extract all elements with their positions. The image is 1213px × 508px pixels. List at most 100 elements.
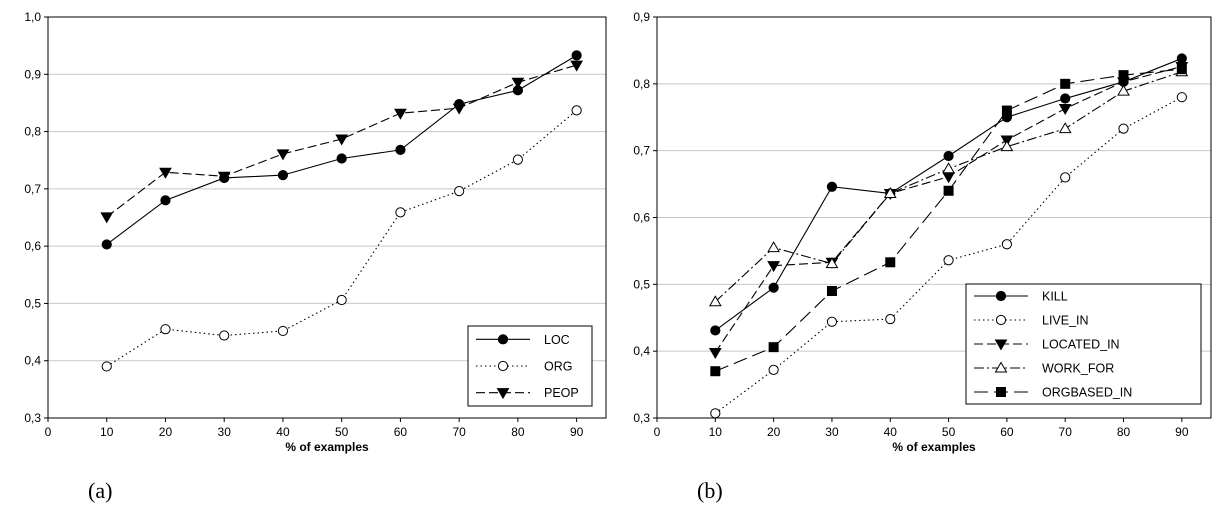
- x-axis-label: % of examples: [892, 440, 976, 454]
- x-tick-label: 30: [218, 425, 232, 439]
- legend-label: ORG: [544, 360, 572, 374]
- data-point-orgbased-in: [1118, 70, 1129, 81]
- y-tick-label: 0,8: [24, 125, 41, 139]
- legend: KILL LIVE_IN LOCATED_IN WORK_FOR ORGBASED_IN: [965, 283, 1202, 405]
- series-line-peop: [106, 64, 577, 218]
- y-tick-label: 1,0: [24, 10, 41, 24]
- data-point-peop: [511, 77, 525, 89]
- data-point-loc: [160, 195, 171, 206]
- data-point-org: [336, 294, 347, 306]
- y-tick-label: 0,3: [24, 411, 41, 425]
- data-point-live-in: [885, 313, 896, 325]
- y-tick-label: 0,3: [633, 411, 650, 425]
- data-point-orgbased-in: [710, 366, 721, 377]
- y-tick-label: 0,5: [24, 296, 41, 310]
- data-point-org: [160, 324, 171, 335]
- data-point-live-in: [1001, 239, 1012, 250]
- legend-label: PEOP: [544, 386, 579, 400]
- plot-frame: [656, 16, 1212, 419]
- x-tick-label: 50: [942, 425, 956, 439]
- data-point-live-in: [1176, 92, 1187, 103]
- legend-marker: [995, 290, 1007, 302]
- data-point-orgbased-in: [1060, 78, 1071, 89]
- data-point-org: [512, 154, 523, 165]
- data-point-loc: [101, 239, 112, 250]
- data-point-org: [277, 325, 289, 337]
- data-point-located-in: [942, 172, 955, 184]
- data-point-live-in: [826, 316, 838, 327]
- x-tick-label: 70: [1059, 425, 1073, 439]
- data-point-kill: [1176, 53, 1187, 64]
- x-tick-label: 80: [511, 425, 525, 439]
- data-point-kill: [768, 282, 779, 293]
- data-point-kill: [710, 325, 721, 336]
- y-tick-label: 0,5: [633, 277, 650, 291]
- data-point-peop: [276, 149, 290, 161]
- y-tick-label: 0,7: [24, 182, 41, 196]
- x-tick-label: 20: [767, 425, 781, 439]
- chart-panel-2: 0,3 0,4 0,5 0,6 0,7 0,8 0,9 0 10 20 30 40 50 60 70 80 90…: [633, 10, 1212, 454]
- data-point-orgbased-in: [1001, 105, 1012, 116]
- data-point-live-in: [710, 408, 721, 419]
- data-point-org: [454, 186, 465, 197]
- legend-marker: [994, 339, 1008, 351]
- data-point-peop: [452, 103, 466, 115]
- legend-label: LIVE_IN: [1042, 314, 1089, 328]
- data-point-kill: [943, 150, 954, 162]
- data-point-org: [219, 330, 230, 341]
- data-point-work-for: [767, 241, 780, 253]
- data-point-peop: [335, 134, 349, 146]
- x-axis-label: % of examples: [285, 440, 369, 454]
- legend-marker: [497, 334, 509, 345]
- series-line-loc: [106, 54, 577, 245]
- data-point-org: [395, 207, 406, 218]
- data-point-live-in: [768, 364, 779, 375]
- data-point-peop: [394, 108, 407, 120]
- x-tick-label: 30: [825, 425, 839, 439]
- data-point-located-in: [767, 261, 780, 273]
- x-tick-label: 0: [45, 425, 52, 439]
- data-point-live-in: [1060, 172, 1071, 183]
- legend: LOC ORG PEOP: [467, 325, 593, 407]
- legend-marker: [497, 360, 509, 372]
- x-tick-label: 20: [159, 425, 173, 439]
- y-tick-label: 0,9: [633, 10, 650, 24]
- y-tick-label: 0,7: [633, 144, 650, 158]
- data-point-loc: [395, 144, 406, 156]
- data-point-orgbased-in: [768, 342, 779, 353]
- legend-label: LOC: [544, 333, 570, 347]
- data-point-loc: [336, 153, 347, 164]
- x-tick-label: 50: [335, 425, 349, 439]
- data-point-peop: [217, 171, 231, 183]
- data-point-work-for: [825, 257, 839, 269]
- legend-marker: [496, 388, 510, 400]
- x-tick-label: 90: [1175, 425, 1189, 439]
- x-tick-label: 70: [452, 425, 466, 439]
- data-point-orgbased-in: [1176, 64, 1187, 75]
- x-tick-label: 40: [276, 425, 290, 439]
- legend-label: KILL: [1042, 290, 1068, 304]
- data-point-peop: [159, 167, 172, 179]
- data-point-work-for: [1000, 140, 1014, 152]
- y-tick-label: 0,9: [24, 67, 41, 81]
- legend-marker: [995, 314, 1007, 326]
- data-point-live-in: [1118, 123, 1129, 134]
- data-point-orgbased-in: [826, 286, 837, 297]
- data-point-orgbased-in: [885, 257, 896, 268]
- panel-label-b: (b): [697, 478, 723, 503]
- data-point-loc: [571, 50, 582, 61]
- y-tick-label: 0,8: [633, 77, 650, 91]
- legend-label: WORK_FOR: [1042, 362, 1114, 376]
- x-tick-label: 90: [570, 425, 584, 439]
- data-point-work-for: [1117, 84, 1130, 96]
- chart-panel-1: 0,3 0,4 0,5 0,6 0,7 0,8 0,9 1,0 0 10 20 30 40 50 60 70 8…: [24, 10, 607, 454]
- data-point-work-for: [942, 162, 955, 174]
- y-tick-label: 0,4: [633, 344, 650, 358]
- x-tick-label: 40: [884, 425, 898, 439]
- x-tick-label: 80: [1117, 425, 1131, 439]
- y-tick-label: 0,6: [24, 239, 41, 253]
- legend-marker: [994, 361, 1008, 373]
- data-point-loc: [277, 170, 289, 181]
- x-tick-label: 60: [394, 425, 408, 439]
